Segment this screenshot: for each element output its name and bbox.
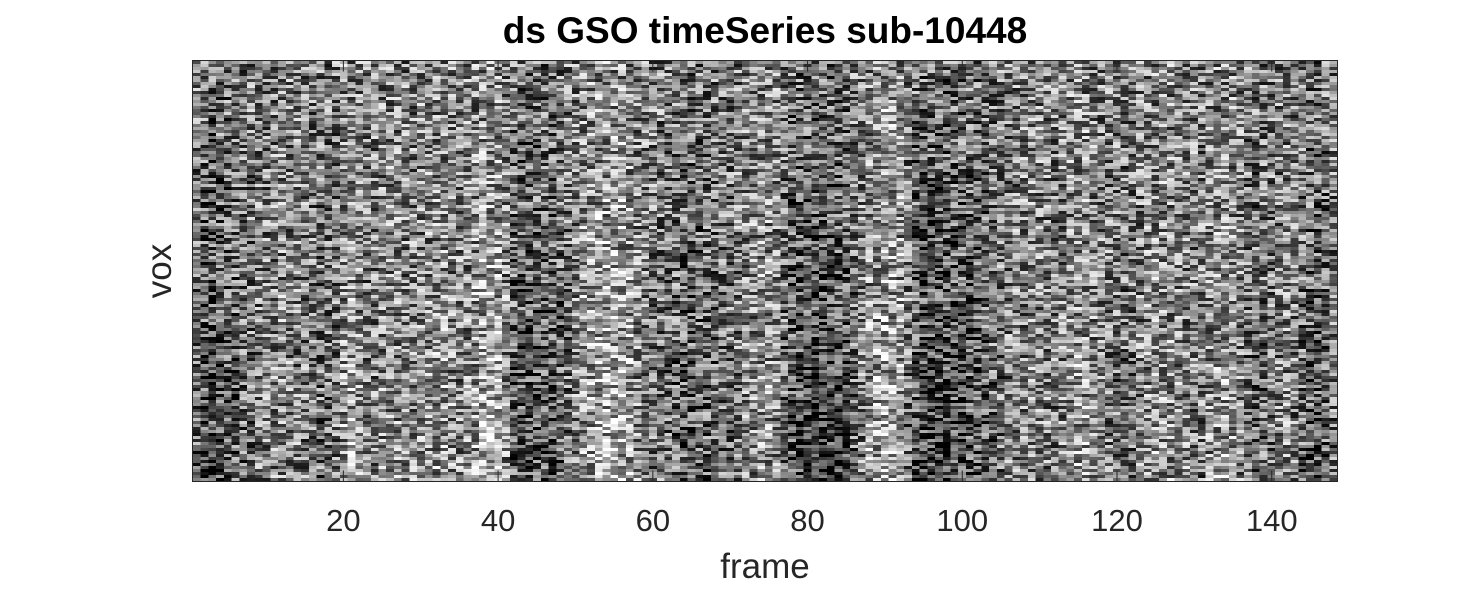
x-tick-label: 140 [1246,503,1298,538]
x-tick-label: 100 [936,503,988,538]
plot-frame [192,60,1338,482]
x-tick-label: 60 [636,503,670,538]
heatmap-image [193,61,1337,481]
x-tick-label: 80 [790,503,824,538]
x-tick-label: 40 [481,503,515,538]
y-axis-label: vox [140,243,179,299]
x-tick-label: 120 [1091,503,1143,538]
x-tick-label: 20 [326,503,360,538]
x-axis-label: frame [720,547,810,586]
chart-title: ds GSO timeSeries sub-10448 [502,10,1028,51]
